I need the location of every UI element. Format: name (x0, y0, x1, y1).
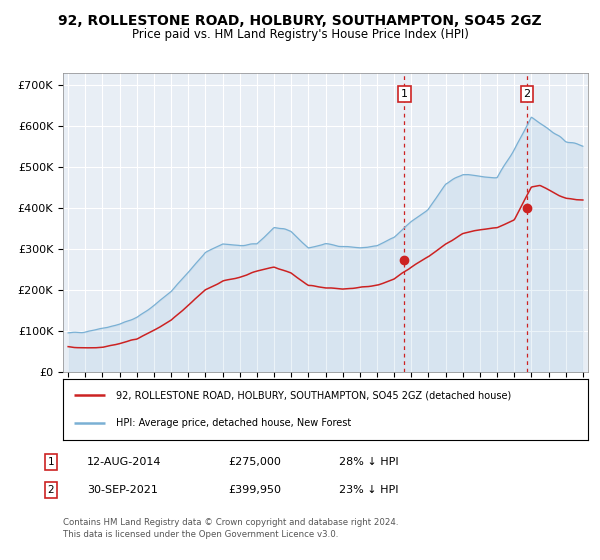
Text: 92, ROLLESTONE ROAD, HOLBURY, SOUTHAMPTON, SO45 2GZ: 92, ROLLESTONE ROAD, HOLBURY, SOUTHAMPTO… (58, 14, 542, 28)
Text: £275,000: £275,000 (228, 457, 281, 467)
Text: Price paid vs. HM Land Registry's House Price Index (HPI): Price paid vs. HM Land Registry's House … (131, 28, 469, 41)
Text: 12-AUG-2014: 12-AUG-2014 (87, 457, 161, 467)
Text: 2: 2 (47, 485, 55, 495)
Text: Contains HM Land Registry data © Crown copyright and database right 2024.
This d: Contains HM Land Registry data © Crown c… (63, 518, 398, 539)
Text: 1: 1 (47, 457, 55, 467)
Text: 30-SEP-2021: 30-SEP-2021 (87, 485, 158, 495)
Text: 92, ROLLESTONE ROAD, HOLBURY, SOUTHAMPTON, SO45 2GZ (detached house): 92, ROLLESTONE ROAD, HOLBURY, SOUTHAMPTO… (115, 390, 511, 400)
Text: 2: 2 (524, 89, 530, 99)
Text: 28% ↓ HPI: 28% ↓ HPI (339, 457, 398, 467)
Text: 23% ↓ HPI: 23% ↓ HPI (339, 485, 398, 495)
Text: 1: 1 (401, 89, 408, 99)
Text: HPI: Average price, detached house, New Forest: HPI: Average price, detached house, New … (115, 418, 351, 428)
Text: £399,950: £399,950 (228, 485, 281, 495)
